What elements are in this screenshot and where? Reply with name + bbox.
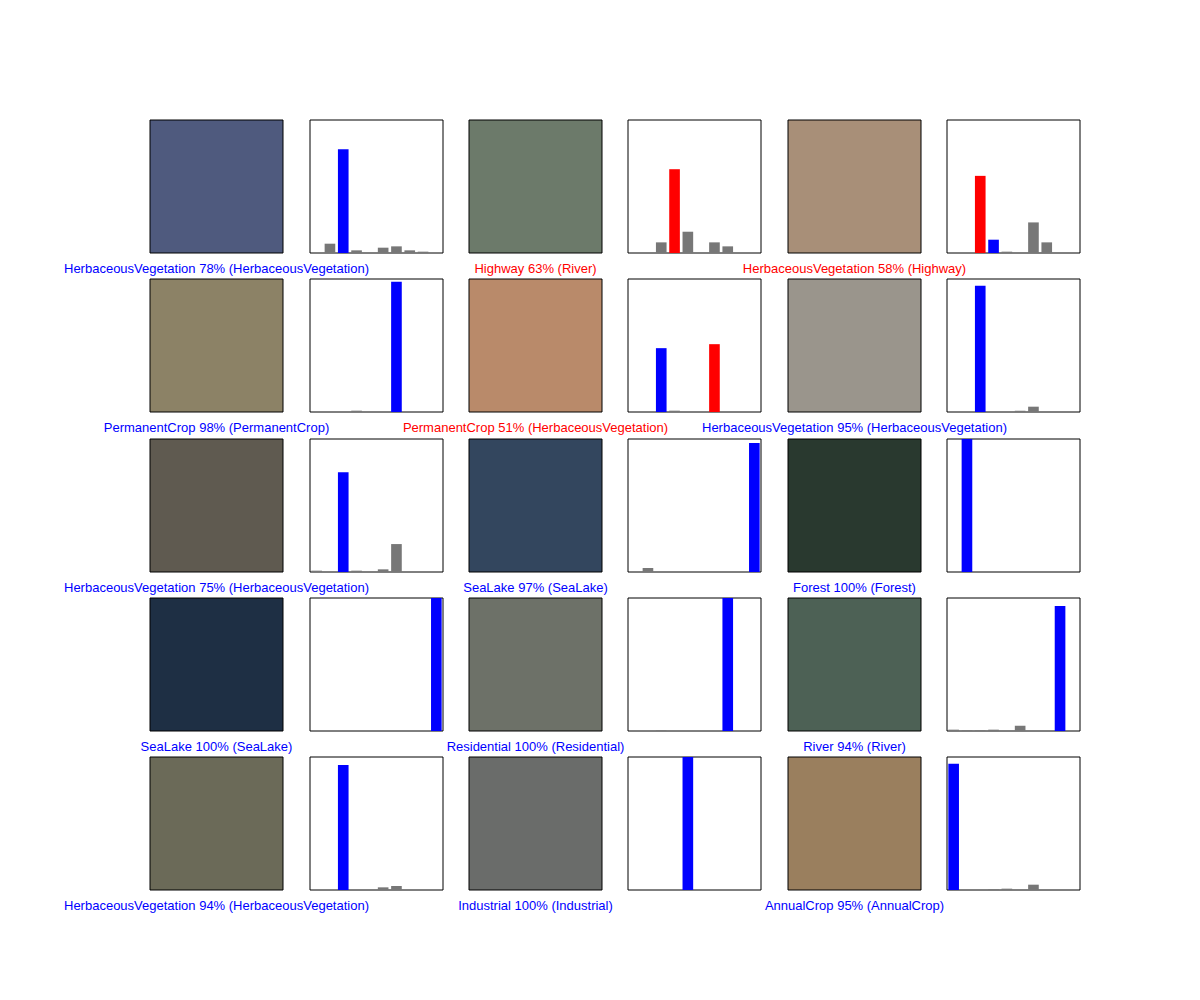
- svg-text:AnnualCrop 95% (AnnualCrop): AnnualCrop 95% (AnnualCrop): [765, 898, 944, 913]
- svg-text:Forest 100% (Forest): Forest 100% (Forest): [793, 580, 916, 595]
- svg-text:HerbaceousVegetation 58% (High: HerbaceousVegetation 58% (Highway): [743, 261, 966, 276]
- svg-text:HerbaceousVegetation 94% (Herb: HerbaceousVegetation 94% (HerbaceousVege…: [64, 898, 369, 913]
- svg-text:Residential 100% (Residential): Residential 100% (Residential): [447, 739, 625, 754]
- svg-text:PermanentCrop 98% (PermanentCr: PermanentCrop 98% (PermanentCrop): [104, 420, 329, 435]
- svg-text:HerbaceousVegetation 95% (Herb: HerbaceousVegetation 95% (HerbaceousVege…: [702, 420, 1007, 435]
- svg-text:HerbaceousVegetation 75% (Herb: HerbaceousVegetation 75% (HerbaceousVege…: [64, 580, 369, 595]
- svg-text:Highway 63% (River): Highway 63% (River): [474, 261, 596, 276]
- svg-text:PermanentCrop 51% (HerbaceousV: PermanentCrop 51% (HerbaceousVegetation): [403, 420, 668, 435]
- svg-text:HerbaceousVegetation 78% (Herb: HerbaceousVegetation 78% (HerbaceousVege…: [64, 261, 369, 276]
- svg-text:SeaLake 97% (SeaLake): SeaLake 97% (SeaLake): [463, 580, 608, 595]
- svg-text:Industrial 100% (Industrial): Industrial 100% (Industrial): [458, 898, 613, 913]
- svg-text:SeaLake 100% (SeaLake): SeaLake 100% (SeaLake): [141, 739, 293, 754]
- svg-text:River 94% (River): River 94% (River): [803, 739, 906, 754]
